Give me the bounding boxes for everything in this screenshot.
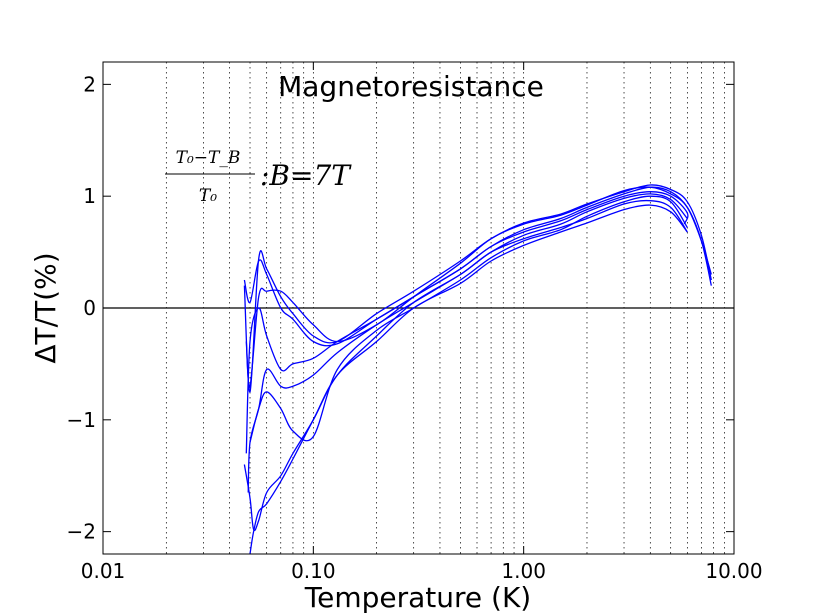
series-line-curve-5	[247, 193, 688, 493]
y-tick-label: 0	[83, 296, 96, 320]
series-line-curve-6	[249, 195, 688, 443]
x-tick-label: 1.00	[501, 559, 546, 583]
y-tick-label: 2	[83, 72, 96, 96]
y-tick-label: 1	[83, 184, 96, 208]
series-line-curve-7	[243, 199, 688, 532]
x-tick-label: 0.10	[291, 559, 336, 583]
formula-annotation: T₀−T_B T₀ :B=7T	[165, 148, 352, 206]
y-tick-label: −2	[67, 520, 96, 544]
chart-title: Magnetoresistance	[278, 70, 544, 103]
series-group	[243, 184, 712, 554]
y-axis-label: ΔT/T(%)	[29, 252, 62, 363]
series-line-curve-4	[245, 191, 689, 454]
axis-ticks: 0.01 0.10 1.00 10.00 −2 −1 0 1 2	[67, 62, 763, 583]
formula-field-label: :B=7T	[260, 159, 352, 192]
x-axis-label: Temperature (K)	[304, 581, 531, 614]
y-tick-label: −1	[67, 408, 96, 432]
formula-denominator: T₀	[199, 186, 217, 206]
formula-numerator: T₀−T_B	[176, 148, 241, 168]
series-line-curve-3	[245, 186, 712, 388]
series-line-curve-8	[249, 204, 688, 554]
x-tick-label: 0.01	[81, 559, 126, 583]
x-tick-label: 10.00	[705, 559, 762, 583]
series-line-curve-2	[243, 184, 712, 393]
